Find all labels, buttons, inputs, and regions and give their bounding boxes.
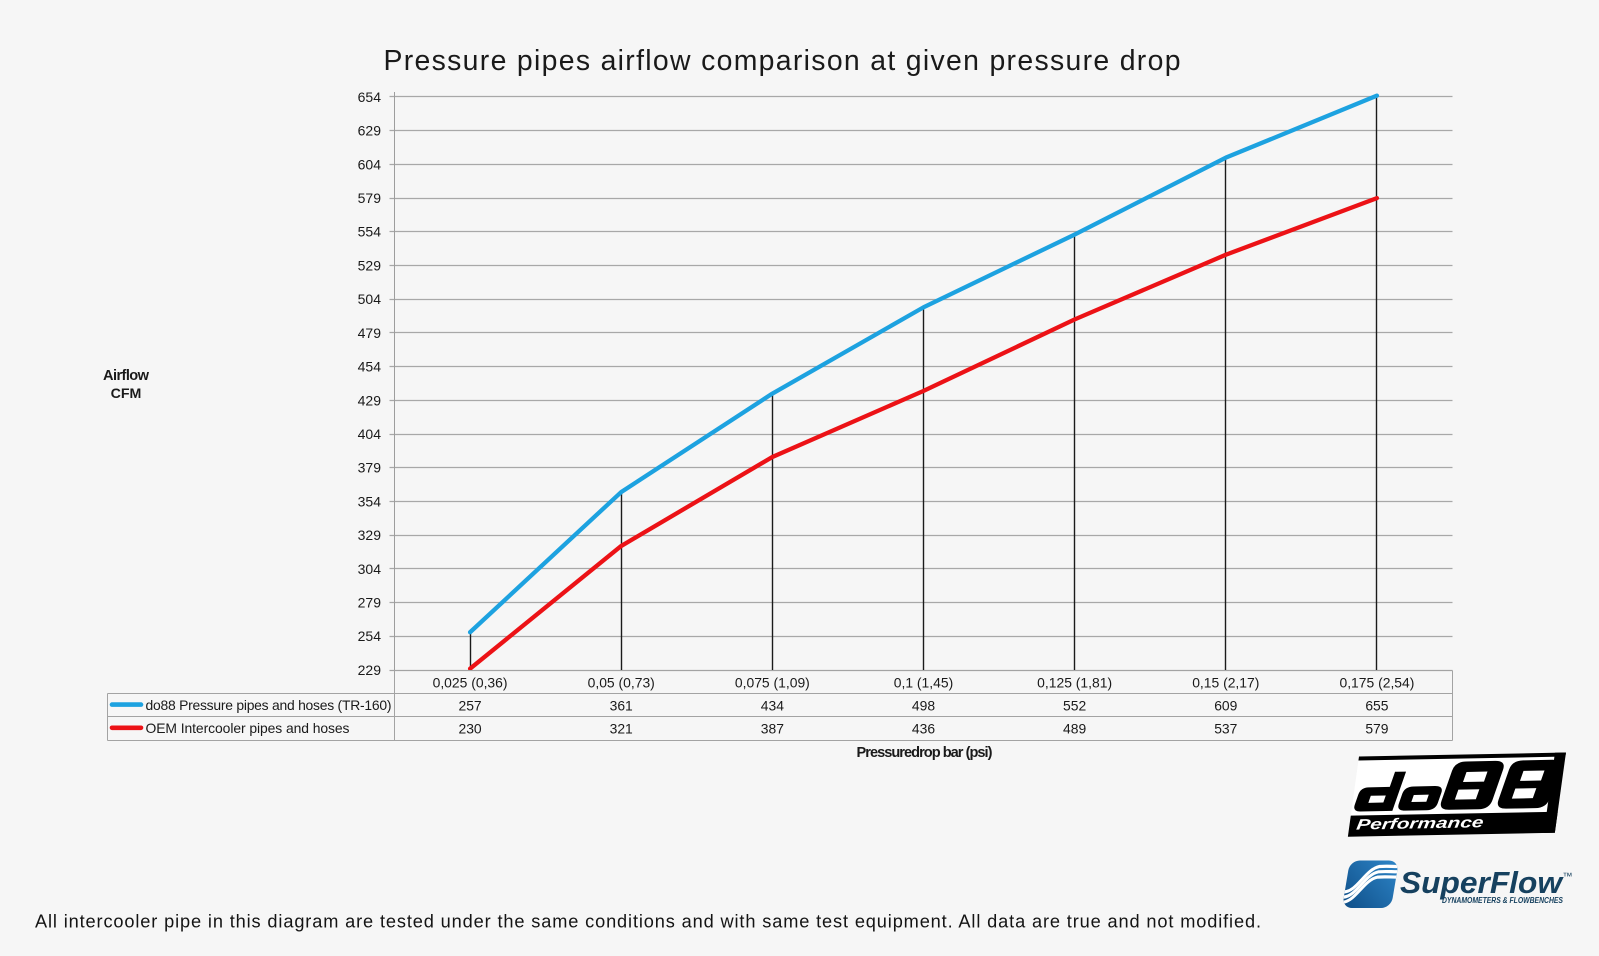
svg-text:Performance: Performance	[1355, 814, 1484, 833]
svg-text:304: 304	[358, 561, 382, 577]
svg-text:Airflow: Airflow	[103, 368, 150, 384]
svg-text:354: 354	[358, 493, 382, 509]
svg-text:SuperFlow: SuperFlow	[1400, 866, 1564, 900]
svg-text:0,075 (1,09): 0,075 (1,09)	[735, 674, 810, 690]
svg-text:0,175 (2,54): 0,175 (2,54)	[1339, 674, 1414, 690]
svg-text:429: 429	[358, 392, 382, 408]
svg-text:654: 654	[358, 89, 382, 105]
svg-text:321: 321	[610, 720, 633, 736]
svg-text:434: 434	[761, 697, 784, 713]
svg-text:529: 529	[358, 257, 382, 273]
svg-text:CFM: CFM	[111, 386, 142, 402]
svg-text:454: 454	[358, 359, 382, 375]
svg-text:655: 655	[1365, 697, 1388, 713]
svg-text:579: 579	[1365, 720, 1388, 736]
svg-text:552: 552	[1063, 697, 1086, 713]
svg-text:do88 Pressure pipes and hoses: do88 Pressure pipes and hoses (TR-160)	[146, 697, 392, 713]
svg-text:0,1 (1,45): 0,1 (1,45)	[894, 674, 953, 690]
svg-text:387: 387	[761, 720, 784, 736]
svg-text:554: 554	[358, 224, 382, 240]
svg-text:329: 329	[358, 527, 382, 543]
svg-text:489: 489	[1063, 720, 1086, 736]
svg-text:604: 604	[358, 156, 382, 172]
svg-text:479: 479	[358, 325, 382, 341]
svg-text:0,025 (0,36): 0,025 (0,36)	[433, 674, 508, 690]
svg-text:DYNAMOMETERS & FLOWBENCHES: DYNAMOMETERS & FLOWBENCHES	[1442, 895, 1563, 905]
svg-text:230: 230	[458, 720, 481, 736]
svg-text:0,15 (2,17): 0,15 (2,17)	[1192, 674, 1259, 690]
svg-text:0,125 (1,81): 0,125 (1,81)	[1037, 674, 1112, 690]
svg-text:Pressuredrop bar (psi): Pressuredrop bar (psi)	[857, 745, 993, 761]
svg-text:609: 609	[1214, 697, 1237, 713]
svg-text:257: 257	[458, 697, 481, 713]
svg-text:629: 629	[358, 123, 382, 139]
svg-text:379: 379	[358, 460, 382, 476]
svg-text:Pressure pipes airflow compari: Pressure pipes airflow comparison at giv…	[384, 45, 1181, 77]
svg-text:229: 229	[358, 662, 382, 678]
svg-text:279: 279	[358, 594, 382, 610]
svg-text:579: 579	[358, 190, 382, 206]
svg-text:OEM Intercooler pipes and hose: OEM Intercooler pipes and hoses	[146, 720, 350, 736]
svg-text:™: ™	[1563, 872, 1573, 883]
svg-text:537: 537	[1214, 720, 1237, 736]
svg-text:404: 404	[358, 426, 382, 442]
svg-text:0,05 (0,73): 0,05 (0,73)	[588, 674, 655, 690]
svg-text:436: 436	[912, 720, 935, 736]
svg-text:254: 254	[358, 628, 382, 644]
svg-text:All intercooler pipe in this d: All intercooler pipe in this diagram are…	[35, 912, 1261, 932]
svg-text:498: 498	[912, 697, 935, 713]
svg-text:361: 361	[610, 697, 633, 713]
svg-text:504: 504	[358, 291, 382, 307]
